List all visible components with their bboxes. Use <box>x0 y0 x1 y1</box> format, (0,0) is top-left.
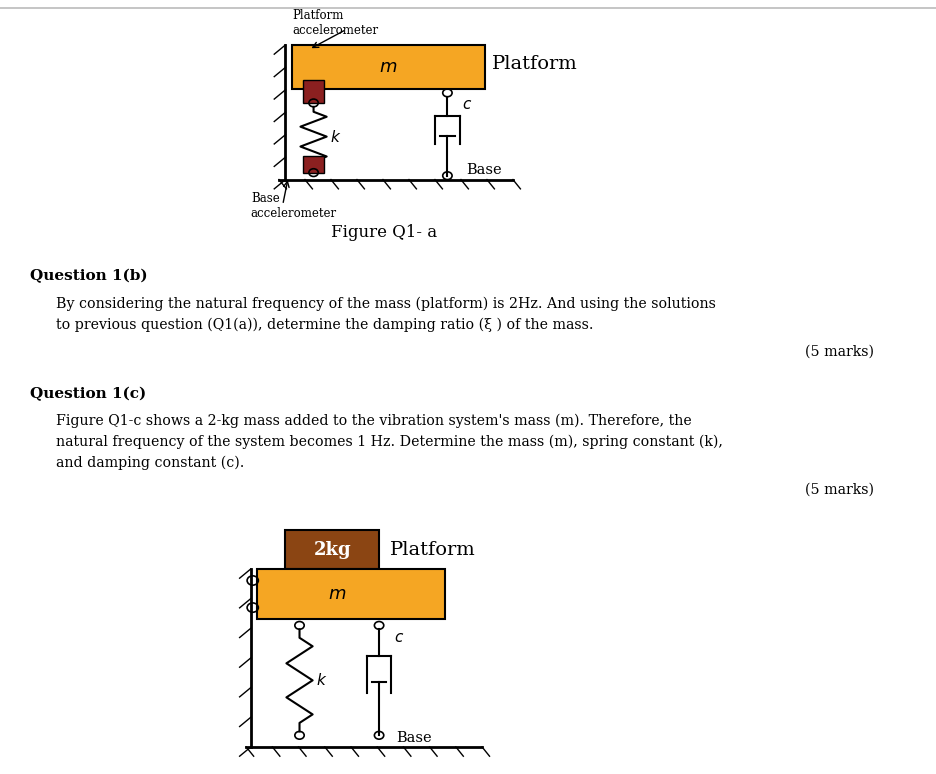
Text: By considering the natural frequency of the mass (platform) is 2Hz. And using th: By considering the natural frequency of … <box>56 296 716 311</box>
Text: Platform: Platform <box>390 540 476 559</box>
Text: 2kg: 2kg <box>314 540 351 559</box>
Text: $c$: $c$ <box>462 97 473 112</box>
Text: and damping constant (c).: and damping constant (c). <box>56 456 244 471</box>
Text: (5 marks): (5 marks) <box>805 344 874 358</box>
Text: Figure Q1-c shows a 2-kg mass added to the vibration system's mass (m). Therefor: Figure Q1-c shows a 2-kg mass added to t… <box>56 414 692 429</box>
Text: Question 1(c): Question 1(c) <box>30 387 146 401</box>
Bar <box>292 45 485 89</box>
Text: to previous question (Q1(a)), determine the damping ratio (ξ ) of the mass.: to previous question (Q1(a)), determine … <box>56 317 593 332</box>
Text: $m$: $m$ <box>379 58 398 76</box>
Text: $k$: $k$ <box>316 673 328 688</box>
Text: $c$: $c$ <box>394 629 404 645</box>
Text: Platform
accelerometer: Platform accelerometer <box>292 9 378 37</box>
Text: Figure Q1- a: Figure Q1- a <box>330 224 437 241</box>
Text: Platform: Platform <box>492 55 578 74</box>
Bar <box>303 80 324 103</box>
Text: Base: Base <box>466 163 502 177</box>
Bar <box>303 156 324 173</box>
Bar <box>285 530 379 569</box>
Text: $k$: $k$ <box>330 128 342 145</box>
Text: Question 1(b): Question 1(b) <box>30 269 148 283</box>
Text: $m$: $m$ <box>328 585 346 603</box>
Text: (5 marks): (5 marks) <box>805 483 874 497</box>
Text: Base
accelerometer: Base accelerometer <box>251 192 337 220</box>
Text: natural frequency of the system becomes 1 Hz. Determine the mass (m), spring con: natural frequency of the system becomes … <box>56 435 723 450</box>
Bar <box>257 569 445 619</box>
Text: Base: Base <box>396 731 431 745</box>
